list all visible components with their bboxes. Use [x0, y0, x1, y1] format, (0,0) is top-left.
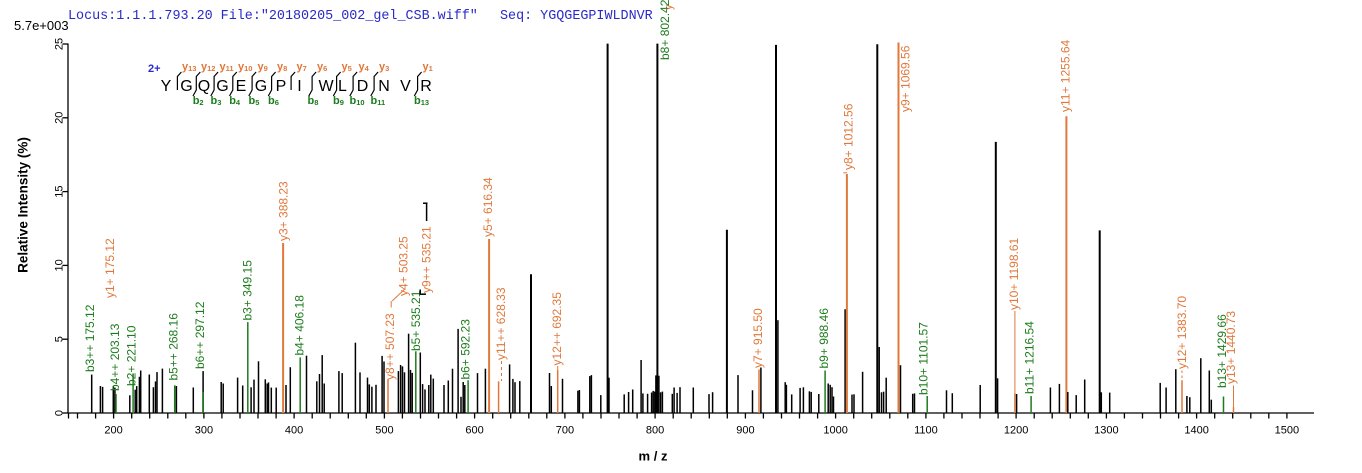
- svg-text:20: 20: [54, 112, 66, 124]
- svg-text:b5+ 535.21: b5+ 535.21: [409, 290, 423, 351]
- svg-text:1500: 1500: [1275, 425, 1299, 437]
- svg-text:N: N: [378, 78, 390, 95]
- svg-text:Seq: YGQGEGPIWLDNVR: Seq: YGQGEGPIWLDNVR: [500, 9, 653, 24]
- svg-text:G: G: [180, 78, 192, 95]
- svg-text:R: R: [420, 78, 432, 95]
- svg-text:b9: b9: [333, 95, 344, 107]
- svg-text:b11: b11: [371, 95, 386, 107]
- svg-text:y9+ 1069.56: y9+ 1069.56: [899, 45, 913, 112]
- svg-text:1000: 1000: [823, 425, 847, 437]
- svg-text:300: 300: [195, 425, 213, 437]
- svg-text:y11+ 1255.64: y11+ 1255.64: [1058, 39, 1072, 112]
- svg-text:G: G: [216, 78, 228, 95]
- svg-text:800: 800: [646, 425, 664, 437]
- svg-text:600: 600: [465, 425, 483, 437]
- svg-text:y8: y8: [277, 61, 287, 73]
- svg-text:y7+ 915.50: y7+ 915.50: [751, 308, 765, 368]
- svg-text:10: 10: [54, 259, 66, 271]
- svg-text:y7: y7: [297, 61, 307, 73]
- svg-text:Q: Q: [198, 78, 210, 95]
- svg-text:y8+ 1012.56: y8+ 1012.56: [842, 103, 856, 170]
- svg-text:b2: b2: [193, 95, 204, 107]
- svg-text:m / z: m / z: [639, 449, 668, 464]
- svg-text:Relative Intensity (%): Relative Intensity (%): [16, 137, 31, 273]
- svg-text:1100: 1100: [914, 425, 938, 437]
- svg-text:b10+ 1101.57: b10+ 1101.57: [916, 322, 930, 395]
- svg-text:b3++ 175.12: b3++ 175.12: [83, 304, 97, 372]
- svg-text:L: L: [338, 78, 347, 95]
- svg-text:D: D: [357, 78, 369, 95]
- svg-text:y4: y4: [359, 61, 370, 73]
- svg-text:b8+ 802.42: b8+ 802.42: [658, 0, 672, 60]
- svg-text:700: 700: [556, 425, 574, 437]
- svg-text:y13+ 1440.73: y13+ 1440.73: [1224, 311, 1238, 384]
- svg-text:y1: y1: [423, 61, 433, 73]
- svg-text:y12+ 1383.70: y12+ 1383.70: [1175, 296, 1189, 369]
- svg-text:b3+ 349.15: b3+ 349.15: [240, 260, 254, 321]
- svg-text:y12: y12: [201, 61, 215, 73]
- svg-text:2+: 2+: [148, 63, 161, 75]
- svg-text:900: 900: [736, 425, 754, 437]
- svg-text:25: 25: [54, 38, 66, 50]
- svg-text:400: 400: [285, 425, 303, 437]
- svg-text:Locus:1.1.1.793.20 File:"20180: Locus:1.1.1.793.20 File:"20180205_002_ge…: [68, 9, 478, 24]
- svg-text:0: 0: [54, 410, 66, 416]
- svg-text:b4++ 203.13: b4++ 203.13: [108, 323, 122, 391]
- svg-text:b13+ 1429.66: b13+ 1429.66: [1215, 314, 1229, 388]
- svg-text:b6+ 592.23: b6+ 592.23: [458, 319, 472, 380]
- svg-text:y: y: [663, 4, 675, 10]
- svg-text:y12++ 692.35: y12++ 692.35: [550, 292, 564, 366]
- svg-text:W: W: [318, 78, 334, 95]
- svg-text:1300: 1300: [1094, 425, 1118, 437]
- svg-text:b6: b6: [268, 95, 279, 107]
- svg-text:y10+ 1198.61: y10+ 1198.61: [1007, 237, 1021, 310]
- svg-text:y6: y6: [317, 61, 327, 73]
- svg-text:200: 200: [104, 425, 122, 437]
- svg-text:b10: b10: [350, 95, 365, 107]
- svg-text:y5+ 616.34: y5+ 616.34: [481, 177, 495, 237]
- svg-text:y5: y5: [342, 61, 352, 73]
- svg-text:b5: b5: [249, 95, 260, 107]
- svg-text:b6++ 297.12: b6++ 297.12: [193, 301, 207, 369]
- svg-text:5.7e+003: 5.7e+003: [14, 18, 69, 33]
- svg-text:1400: 1400: [1184, 425, 1208, 437]
- svg-text:y11++ 628.33: y11++ 628.33: [494, 287, 508, 360]
- svg-text:b4+ 406.18: b4+ 406.18: [293, 295, 307, 356]
- svg-text:b11+ 1216.54: b11+ 1216.54: [1023, 321, 1037, 394]
- svg-text:y9++ 535.21: y9++ 535.21: [419, 226, 433, 293]
- svg-text:b9+ 988.46: b9+ 988.46: [817, 308, 831, 369]
- svg-text:V: V: [400, 78, 411, 95]
- svg-text:P: P: [276, 78, 287, 95]
- svg-text:E: E: [236, 78, 247, 95]
- svg-text:15: 15: [54, 185, 66, 197]
- svg-text:G: G: [255, 78, 267, 95]
- svg-text:1200: 1200: [1004, 425, 1028, 437]
- svg-text:Y: Y: [161, 78, 172, 95]
- svg-text:500: 500: [375, 425, 393, 437]
- svg-text:b13: b13: [414, 95, 429, 107]
- svg-text:5: 5: [54, 336, 66, 342]
- svg-text:y3+ 388.23: y3+ 388.23: [277, 181, 291, 241]
- svg-text:y8++ 507.23: y8++ 507.23: [383, 313, 397, 380]
- svg-text:b3: b3: [211, 95, 222, 107]
- svg-text:y10: y10: [238, 61, 252, 73]
- svg-text:y9: y9: [258, 61, 268, 73]
- svg-text:y1+ 175.12: y1+ 175.12: [103, 238, 117, 298]
- svg-text:y3: y3: [379, 61, 389, 73]
- svg-text:y13: y13: [182, 61, 196, 73]
- svg-text:I: I: [297, 78, 301, 95]
- svg-text:y11: y11: [220, 61, 234, 73]
- svg-text:b8: b8: [308, 95, 319, 107]
- svg-text:b2+ 221.10: b2+ 221.10: [124, 325, 138, 386]
- svg-text:b5++ 268.16: b5++ 268.16: [167, 313, 181, 381]
- svg-text:y4+ 503.25: y4+ 503.25: [396, 236, 410, 296]
- svg-text:b4: b4: [229, 95, 241, 107]
